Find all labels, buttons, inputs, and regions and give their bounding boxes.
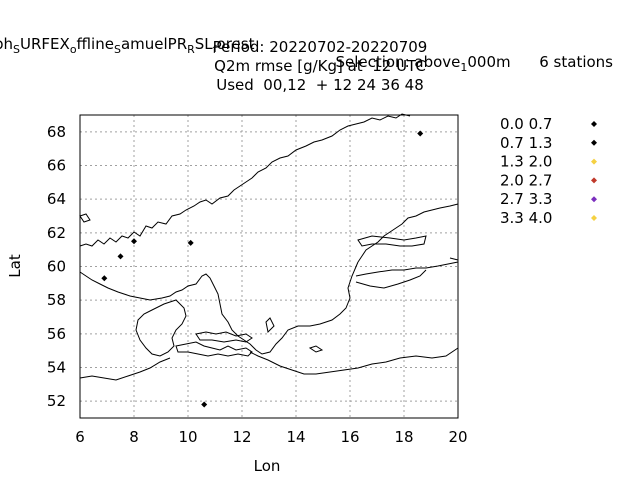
station-point bbox=[131, 238, 137, 245]
title-text: URFEX bbox=[20, 35, 70, 53]
x-tick-label: 8 bbox=[129, 428, 139, 446]
x-tick-label: 20 bbox=[448, 428, 467, 446]
y-tick-label: 64 bbox=[47, 190, 66, 208]
x-tick-label: 18 bbox=[394, 428, 413, 446]
station-points bbox=[101, 130, 424, 408]
title-subscript: R bbox=[187, 43, 195, 56]
title-stations: 6 stations bbox=[510, 53, 613, 71]
title-subscript: S bbox=[113, 43, 121, 56]
coastline-norway bbox=[79, 113, 411, 247]
coastline bbox=[79, 113, 459, 381]
title-subscript: o bbox=[69, 43, 77, 56]
x-tick-label: 10 bbox=[178, 428, 197, 446]
coastline-sweden-south bbox=[79, 261, 359, 355]
title-period: Period: 20220702-20220709 bbox=[212, 38, 428, 56]
legend-label: 3.3 4.0 bbox=[500, 209, 552, 227]
x-tick-label: 12 bbox=[232, 428, 251, 446]
coastline-denmark-islands bbox=[175, 331, 253, 357]
y-tick-label: 58 bbox=[47, 291, 66, 309]
station-point bbox=[117, 253, 124, 260]
coastline-germany bbox=[79, 357, 171, 381]
coastline-baltic bbox=[249, 347, 459, 375]
coastline-fjords bbox=[79, 213, 459, 261]
coastline-denmark-jutland bbox=[135, 299, 187, 357]
title-subscript: f bbox=[212, 43, 217, 56]
title-block: Period: 20220702-20220709 Q2m rmse [g/Kg… bbox=[0, 38, 640, 95]
y-tick-label: 52 bbox=[47, 392, 66, 410]
plot-border bbox=[79, 114, 459, 419]
y-tick-label: 54 bbox=[47, 359, 66, 377]
coastline-finland bbox=[355, 261, 459, 289]
title-text: 000m bbox=[467, 53, 511, 71]
y-tick-label: 56 bbox=[47, 325, 66, 343]
station-point bbox=[101, 275, 108, 282]
legend-marker bbox=[591, 196, 597, 203]
title-text: Selection: above bbox=[335, 53, 461, 71]
y-tick-label: 68 bbox=[47, 123, 66, 141]
y-tick-label: 66 bbox=[47, 157, 66, 175]
title-subscript: S bbox=[13, 43, 21, 56]
y-tick-label: 60 bbox=[47, 258, 66, 276]
title-text: orest bbox=[216, 35, 255, 53]
coastline-gotland bbox=[308, 345, 324, 353]
x-tick-label: 14 bbox=[286, 428, 305, 446]
y-axis-label: Lat bbox=[6, 254, 24, 278]
legend-label: 0.7 1.3 bbox=[500, 134, 552, 152]
coastline-sweden-north bbox=[357, 203, 459, 263]
x-axis-label: Lon bbox=[254, 457, 281, 475]
legend-marker bbox=[591, 139, 597, 146]
station-point bbox=[187, 239, 194, 246]
station-point bbox=[417, 130, 424, 137]
station-point bbox=[201, 401, 208, 408]
title-text: ph bbox=[0, 35, 14, 53]
title-text: amuelPR bbox=[120, 35, 188, 53]
x-tick-label: 16 bbox=[340, 428, 359, 446]
legend-label: 1.3 2.0 bbox=[500, 153, 552, 171]
title-subscript: 1 bbox=[460, 61, 468, 74]
x-tick-label: 6 bbox=[75, 428, 85, 446]
legend-label: 2.7 3.3 bbox=[500, 190, 552, 208]
title-run-name: phSURFEXofflineSamuelPRRSLforest bbox=[0, 35, 255, 56]
legend-marker bbox=[591, 177, 597, 184]
title-line-1: phSURFEXofflineSamuelPRRSLforest Selecti… bbox=[0, 17, 640, 74]
title-text: SL bbox=[194, 35, 213, 53]
legend-label: 2.0 2.7 bbox=[500, 171, 552, 189]
legend-label: 0.0 0.7 bbox=[500, 115, 552, 133]
legend-marker bbox=[591, 215, 597, 221]
title-text: ffline bbox=[76, 35, 114, 53]
legend-marker bbox=[591, 121, 597, 127]
legend-marker bbox=[591, 158, 597, 165]
grid bbox=[80, 115, 458, 418]
title-selection: Selection: above1000m 6 stations bbox=[335, 53, 613, 74]
title-variable: Q2m rmse [g/Kg] at 12 UTC bbox=[214, 57, 426, 75]
title-used: Used 00,12 + 12 24 36 48 bbox=[216, 76, 424, 94]
legend: 0.0 0.70.7 1.31.3 2.02.0 2.72.7 3.33.3 4… bbox=[500, 115, 597, 227]
y-tick-label: 62 bbox=[47, 224, 66, 242]
coastline-oland bbox=[265, 317, 275, 334]
